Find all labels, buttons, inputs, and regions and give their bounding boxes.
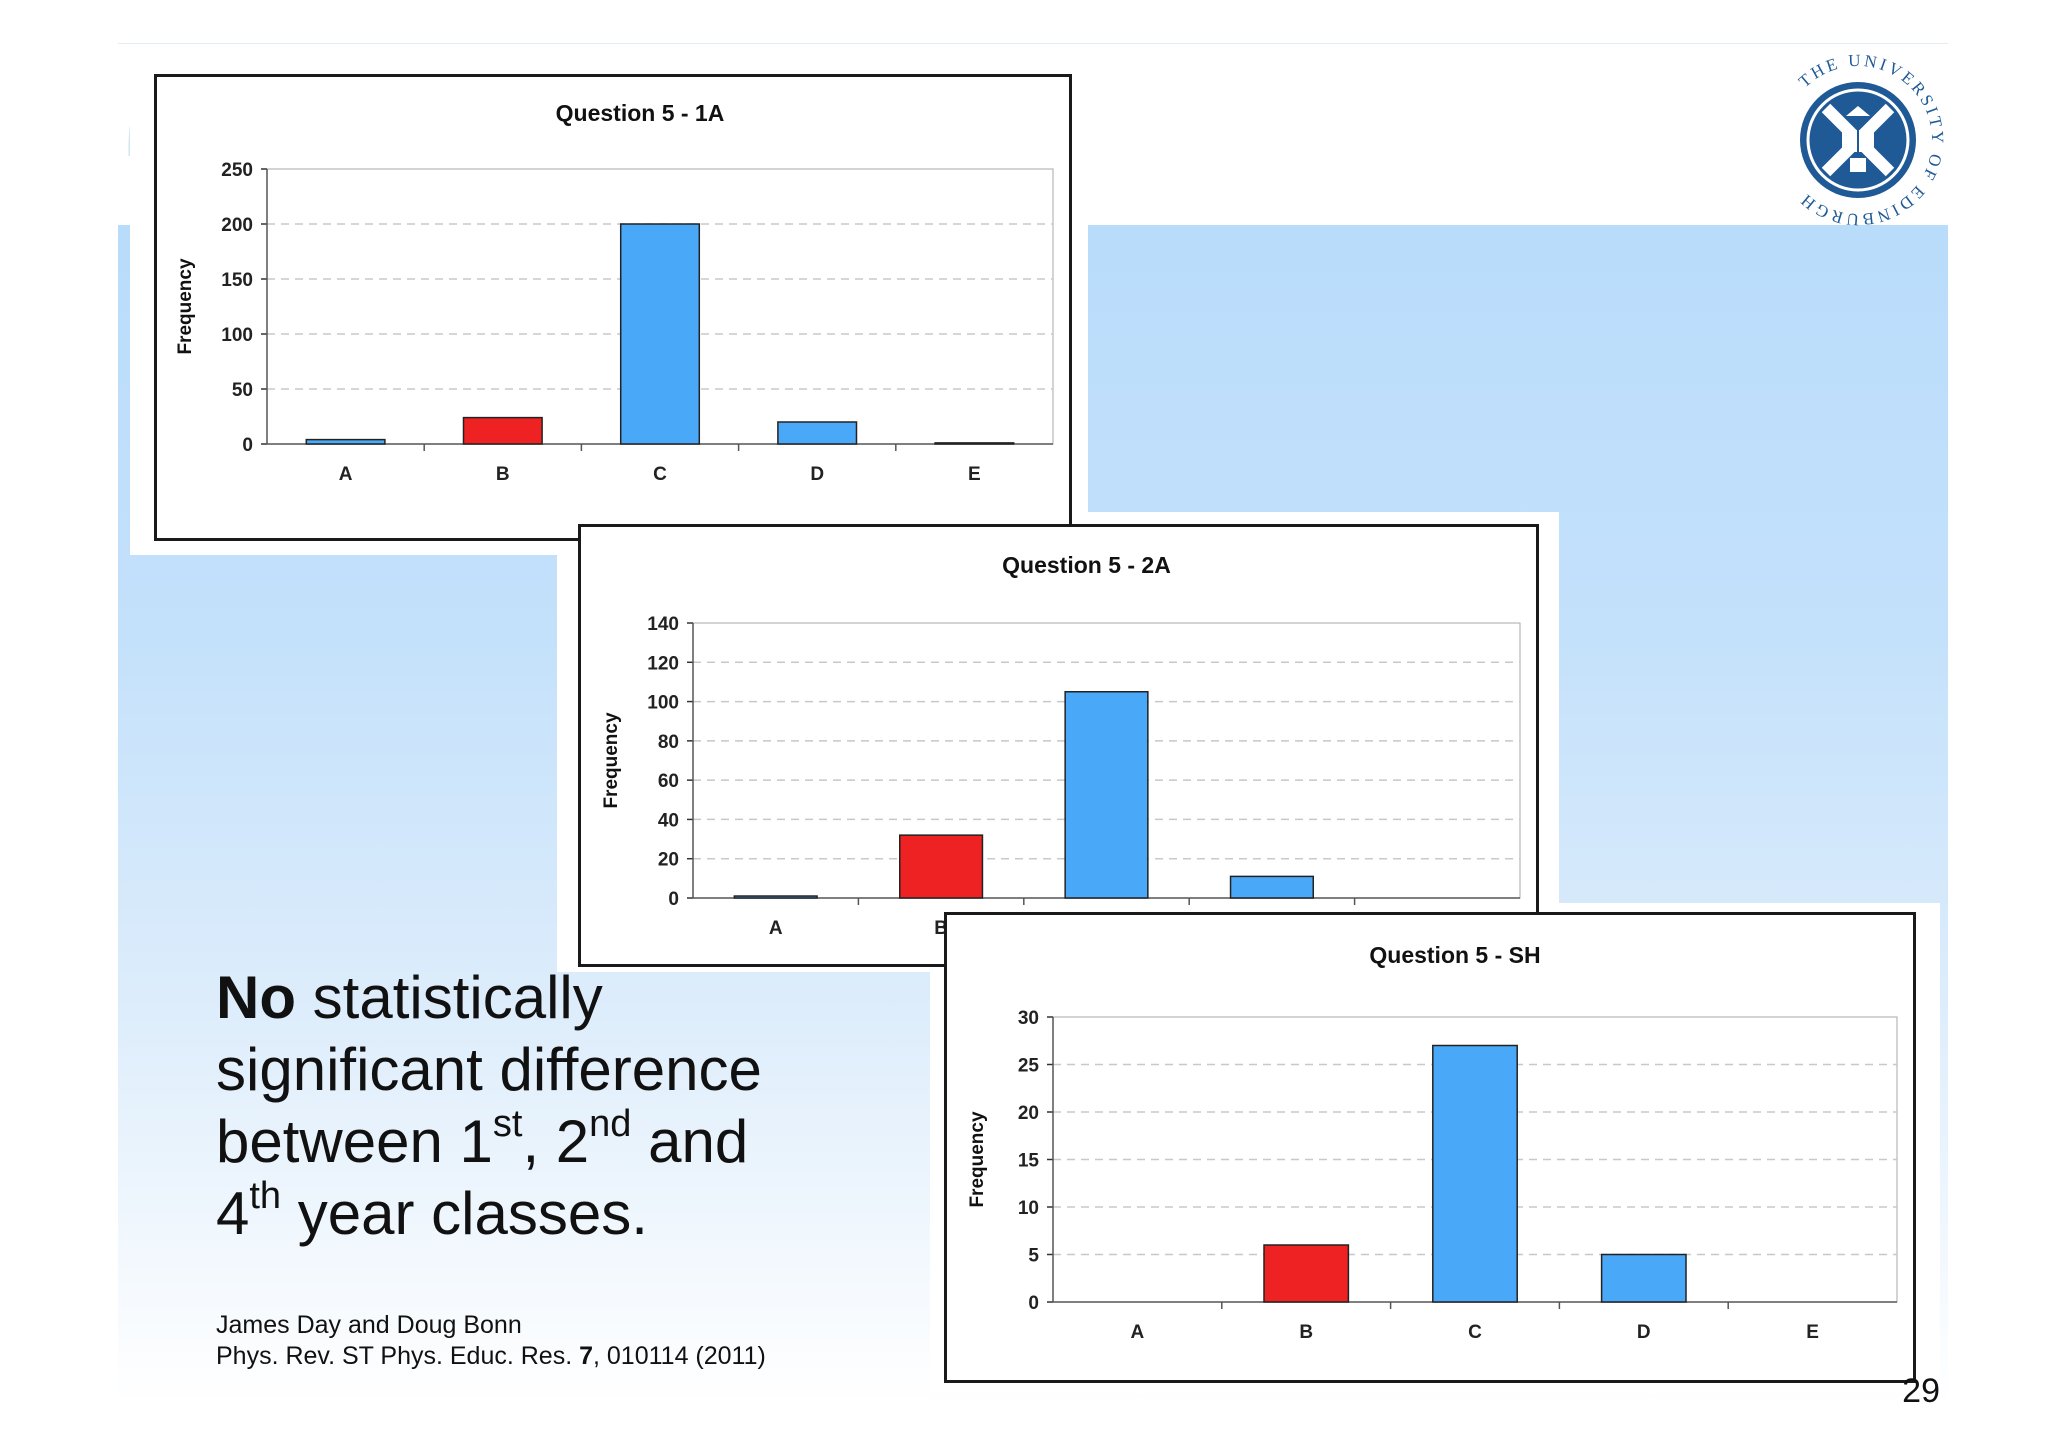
bar-b (899, 834, 984, 899)
bar-a (305, 438, 386, 445)
university-of-edinburgh-logo: THE UNIVERSITY OF EDINBURGH (1795, 51, 1944, 230)
x-tick-label: D (810, 464, 824, 485)
headline-sup-st: st (492, 1103, 523, 1145)
chart-title: Question 5 - 1A (556, 100, 725, 126)
chart-frame-q5-2a: Question 5 - 2A 0 20 40 60 80 100 120 140 Frequen… (578, 524, 1539, 967)
bar-c (1432, 1044, 1518, 1303)
y-tick-label: 60 (658, 771, 679, 792)
y-axis-label: Frequency (175, 258, 196, 355)
headline-text: No statistically significant difference … (216, 962, 936, 1250)
y-tick-label: 30 (1018, 1008, 1039, 1029)
y-tick-label: 10 (1018, 1198, 1039, 1219)
bar-c (1064, 691, 1149, 899)
x-tick-label: A (769, 918, 783, 939)
bar-b (462, 416, 543, 445)
x-tick-label: C (653, 464, 667, 485)
y-tick-label: 40 (658, 810, 679, 831)
bar-d (777, 421, 858, 445)
y-tick-label: 0 (242, 435, 253, 456)
y-tick-label: 0 (1028, 1293, 1039, 1314)
chart-q5-1a: Question 5 - 1A 0 50 100 150 200 250 Frequency A… (175, 100, 1054, 485)
x-tick-label: B (496, 464, 510, 485)
citation-authors: James Day and Doug Bonn (216, 1311, 522, 1339)
headline-sup-th: th (249, 1175, 282, 1217)
bar-a (733, 895, 818, 899)
y-tick-label: 25 (1018, 1056, 1040, 1077)
y-tick-label: 5 (1028, 1246, 1039, 1267)
x-tick-label: E (1806, 1322, 1819, 1343)
page-number: 29 (1902, 1372, 1940, 1410)
bar-d (1600, 1253, 1687, 1303)
y-tick-label: 100 (221, 325, 253, 346)
citation-rest: , 010114 (2011) (593, 1342, 766, 1370)
headline-line-4b: year classes. (281, 1180, 648, 1247)
y-axis-label: Frequency (967, 1111, 988, 1208)
y-tick-label: 50 (232, 380, 253, 401)
citation: James Day and Doug Bonn Phys. Rev. ST Ph… (216, 1310, 956, 1372)
headline-line-3b: , 2 (522, 1108, 590, 1175)
y-tick-label: 15 (1018, 1151, 1040, 1172)
x-tick-label: A (339, 464, 353, 485)
x-tick-label: B (1299, 1322, 1313, 1343)
chart-frame-q5-sh: Question 5 - SH 0 5 10 15 20 25 30 Frequency A B C D… (944, 912, 1916, 1383)
y-tick-label: 20 (1018, 1103, 1039, 1124)
x-tick-label: E (968, 464, 981, 485)
chart-q5-sh: Question 5 - SH 0 5 10 15 20 25 30 Frequency A B C D… (967, 942, 1898, 1343)
top-rule (118, 43, 1948, 44)
y-tick-label: 20 (658, 850, 679, 871)
y-tick-label: 140 (647, 614, 679, 635)
y-tick-label: 100 (647, 693, 679, 714)
bar-c (619, 223, 701, 445)
y-tick-label: 200 (221, 215, 253, 236)
chart-frame-q5-1a: Question 5 - 1A 0 50 100 150 200 250 Frequency A… (154, 74, 1072, 541)
bar-d (1229, 875, 1314, 899)
chart-q5-2a: Question 5 - 2A 0 20 40 60 80 100 120 140 Frequen… (601, 552, 1521, 939)
y-axis-label: Frequency (601, 712, 622, 809)
y-tick-label: 150 (221, 270, 253, 291)
headline-line-2: significant difference (216, 1036, 762, 1103)
chart-title: Question 5 - 2A (1002, 552, 1171, 578)
chart-title: Question 5 - SH (1369, 942, 1540, 968)
x-tick-label: D (1637, 1322, 1651, 1343)
bar-e (934, 442, 1015, 445)
x-tick-label: A (1131, 1322, 1145, 1343)
y-tick-label: 250 (221, 160, 253, 181)
citation-volume: 7 (579, 1342, 594, 1370)
bar-b (1263, 1244, 1350, 1303)
headline-bold-word: No (216, 964, 296, 1031)
headline-line-4a: 4 (216, 1180, 250, 1247)
y-tick-label: 0 (668, 889, 679, 910)
headline-line-1: statistically (295, 964, 603, 1031)
headline-line-3a: between 1 (216, 1108, 493, 1175)
headline-sup-nd: nd (589, 1103, 632, 1145)
citation-journal: Phys. Rev. ST Phys. Educ. Res. (216, 1342, 580, 1370)
x-tick-label: C (1468, 1322, 1482, 1343)
y-tick-label: 120 (647, 653, 679, 674)
headline-line-3c: and (631, 1108, 749, 1175)
y-tick-label: 80 (658, 732, 679, 753)
